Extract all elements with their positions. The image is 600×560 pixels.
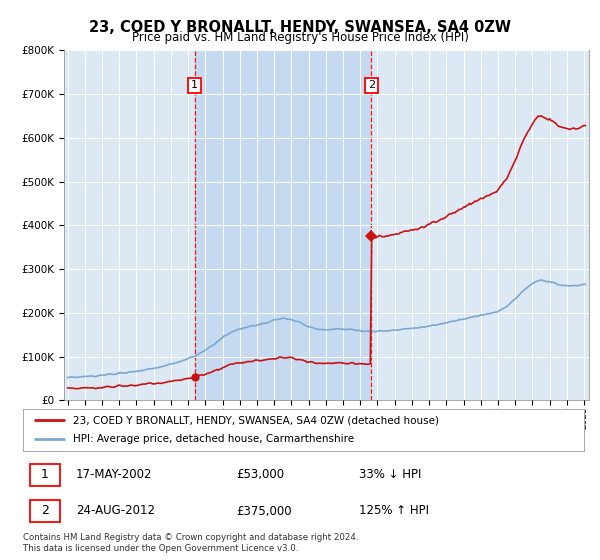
Text: Contains HM Land Registry data © Crown copyright and database right 2024.
This d: Contains HM Land Registry data © Crown c… — [23, 533, 358, 553]
Text: 1: 1 — [41, 468, 49, 481]
Text: £53,000: £53,000 — [236, 468, 284, 481]
FancyBboxPatch shape — [29, 464, 61, 486]
Text: 33% ↓ HPI: 33% ↓ HPI — [359, 468, 422, 481]
Text: 125% ↑ HPI: 125% ↑ HPI — [359, 505, 430, 517]
Text: Price paid vs. HM Land Registry's House Price Index (HPI): Price paid vs. HM Land Registry's House … — [131, 31, 469, 44]
Text: 23, COED Y BRONALLT, HENDY, SWANSEA, SA4 0ZW (detached house): 23, COED Y BRONALLT, HENDY, SWANSEA, SA4… — [73, 415, 439, 425]
Text: 17-MAY-2002: 17-MAY-2002 — [76, 468, 152, 481]
Text: 2: 2 — [368, 81, 375, 90]
Text: 2: 2 — [41, 505, 49, 517]
Text: 1: 1 — [191, 81, 198, 90]
Text: HPI: Average price, detached house, Carmarthenshire: HPI: Average price, detached house, Carm… — [73, 435, 355, 445]
Text: 24-AUG-2012: 24-AUG-2012 — [76, 505, 155, 517]
FancyBboxPatch shape — [29, 500, 61, 522]
Text: £375,000: £375,000 — [236, 505, 292, 517]
Text: 23, COED Y BRONALLT, HENDY, SWANSEA, SA4 0ZW: 23, COED Y BRONALLT, HENDY, SWANSEA, SA4… — [89, 20, 511, 35]
